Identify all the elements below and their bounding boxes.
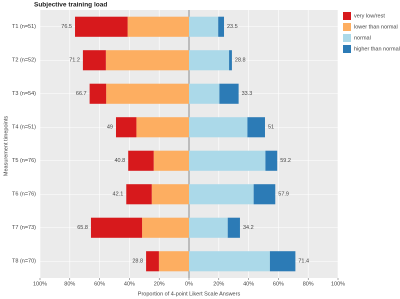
chart-title: Subjective training load [34, 2, 107, 9]
bar-segment [189, 184, 254, 205]
total-label: 34.2 [243, 225, 254, 231]
total-label: 66.7 [76, 91, 87, 97]
bar-segment [247, 117, 265, 138]
bar-segment [229, 50, 232, 71]
bar-segment [136, 117, 189, 138]
bar-segment [146, 251, 159, 272]
x-tick-label: 80% [64, 281, 75, 287]
total-label: 28.8 [132, 259, 143, 265]
bar-segment [106, 83, 189, 104]
y-tick-label: T8 (n=70) [12, 259, 36, 265]
bar-segment [142, 217, 189, 238]
legend-label: very low/rest [354, 13, 385, 19]
legend-key [343, 45, 351, 53]
x-tick-label: 20% [213, 281, 224, 287]
x-tick-label: 40% [124, 281, 135, 287]
legend-key [343, 23, 351, 31]
bar-segment [227, 217, 240, 238]
bar-segment [219, 83, 239, 104]
total-label: 57.9 [278, 192, 289, 198]
total-label: 49 [107, 125, 113, 131]
legend-key [343, 12, 351, 20]
legend-label: normal [354, 35, 371, 41]
bar-segment [105, 50, 189, 71]
bar-segment [89, 83, 107, 104]
bar-segment [253, 184, 276, 205]
bar-segment [269, 251, 296, 272]
legend-label: lower than normal [354, 24, 398, 30]
y-tick-label: T6 (n=76) [12, 192, 36, 198]
y-tick-label: T1 (n=51) [12, 24, 36, 30]
total-label: 65.8 [77, 225, 88, 231]
total-label: 59.2 [280, 158, 291, 164]
x-tick-label: 100% [331, 281, 345, 287]
y-tick-label: T7 (n=73) [12, 225, 36, 231]
total-label: 71.2 [69, 58, 80, 64]
total-label: 40.8 [114, 158, 125, 164]
total-label: 51 [268, 125, 274, 131]
y-tick-label: T5 (n=76) [12, 158, 36, 164]
total-label: 71.4 [298, 259, 309, 265]
x-tick-label: 80% [303, 281, 314, 287]
bar-segment [189, 83, 220, 104]
total-label: 28.8 [235, 58, 246, 64]
x-tick-label: 100% [33, 281, 47, 287]
bar-segment [82, 50, 106, 71]
bar-segment [151, 184, 189, 205]
bar-segment [218, 16, 225, 37]
total-label: 33.3 [242, 91, 253, 97]
bar-segment [189, 50, 230, 71]
bar-segment [189, 16, 219, 37]
x-tick-label: 40% [243, 281, 254, 287]
legend-label: higher than normal [354, 46, 400, 52]
bar-segment [90, 217, 143, 238]
bar-segment [153, 150, 189, 171]
bar-segment [189, 217, 228, 238]
y-axis-label: Measurement timepoints [3, 116, 9, 176]
bar-segment [189, 117, 248, 138]
bar-segment [115, 117, 137, 138]
x-tick-label: 60% [94, 281, 105, 287]
x-axis-label: Proportion of 4-point Likert Scale Answe… [138, 291, 241, 297]
bar-segment [158, 251, 189, 272]
legend-key [343, 34, 351, 42]
bar-segment [265, 150, 278, 171]
total-label: 23.5 [227, 24, 238, 30]
y-tick-label: T4 (n=51) [12, 125, 36, 131]
y-tick-label: T2 (n=52) [12, 58, 36, 64]
bar-segment [189, 251, 270, 272]
bar-segment [127, 16, 189, 37]
x-tick-label: 60% [273, 281, 284, 287]
total-label: 76.5 [61, 24, 72, 30]
x-tick-label: 20% [154, 281, 165, 287]
y-tick-label: T3 (n=54) [12, 91, 36, 97]
bar-segment [189, 150, 266, 171]
x-tick-label: 0% [185, 281, 193, 287]
bar-segment [126, 184, 152, 205]
bar-segment [75, 16, 128, 37]
total-label: 42.1 [113, 192, 124, 198]
bar-segment [128, 150, 154, 171]
